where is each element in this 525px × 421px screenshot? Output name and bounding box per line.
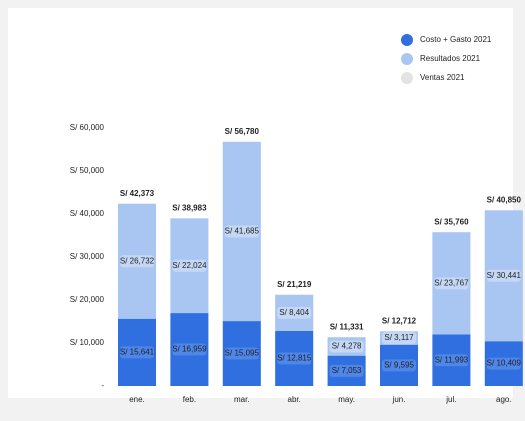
label-box — [434, 277, 469, 290]
segment-label: S/ 23,767 — [434, 278, 469, 287]
label-box — [172, 343, 207, 356]
segment-label: S/ 10,409 — [487, 359, 522, 368]
legend-swatch — [401, 72, 413, 84]
segment-label: S/ 22,024 — [172, 261, 207, 270]
y-tick-label: S/ 20,000 — [70, 295, 105, 304]
total-label: S/ 38,983 — [172, 203, 207, 212]
segment-label: S/ 11,993 — [435, 355, 469, 364]
segment-label: S/ 9,595 — [384, 360, 414, 369]
legend-label: Costo + Gasto 2021 — [420, 35, 492, 44]
label-box — [486, 357, 521, 370]
y-tick-label: S/ 10,000 — [70, 338, 105, 347]
y-tick-label: S/ 30,000 — [70, 252, 105, 261]
x-tick-label: may. — [338, 395, 355, 404]
total-label: S/ 42,373 — [120, 189, 155, 198]
label-box — [120, 255, 154, 268]
y-tick-label: S/ 50,000 — [70, 166, 105, 175]
segment-label: S/ 3,117 — [384, 333, 414, 342]
label-box — [224, 225, 259, 238]
label-box — [172, 259, 207, 272]
label-box — [277, 306, 312, 319]
total-label: S/ 56,780 — [225, 127, 260, 136]
label-box — [120, 346, 154, 359]
total-label: S/ 35,760 — [434, 217, 469, 226]
label-box — [434, 354, 469, 367]
segment-label: S/ 30,441 — [487, 271, 522, 280]
segment-label: S/ 12,815 — [277, 354, 312, 363]
legend-swatch — [401, 34, 413, 46]
legend-label: Ventas 2021 — [420, 73, 465, 82]
segment-label: S/ 7,053 — [332, 366, 362, 375]
segment-label: S/ 4,278 — [332, 342, 362, 351]
total-label: S/ 21,219 — [277, 280, 312, 289]
x-tick-label: ene. — [129, 395, 145, 404]
segment-label: S/ 15,095 — [225, 349, 260, 358]
y-tick-label: - — [101, 381, 104, 390]
segment-label: S/ 41,685 — [225, 227, 260, 236]
x-tick-label: mar. — [234, 395, 250, 404]
x-tick-label: abr. — [288, 395, 301, 404]
y-tick-label: S/ 40,000 — [70, 209, 105, 218]
segment-label: S/ 15,641 — [120, 347, 155, 356]
segment-label: S/ 16,959 — [172, 345, 207, 354]
label-box — [329, 364, 364, 377]
x-tick-label: ago. — [496, 395, 512, 404]
x-tick-label: feb. — [183, 395, 196, 404]
label-box — [382, 332, 416, 345]
segment-label: S/ 8,404 — [279, 308, 309, 317]
label-box — [382, 359, 416, 372]
label-box — [277, 352, 312, 365]
label-box — [329, 340, 364, 353]
legend-swatch — [401, 53, 413, 65]
segment-label: S/ 26,732 — [120, 256, 155, 265]
total-label: S/ 11,331 — [330, 322, 364, 331]
x-tick-label: jul. — [445, 395, 456, 404]
y-tick-label: S/ 60,000 — [70, 123, 105, 132]
legend-label: Resultados 2021 — [420, 54, 481, 63]
label-box — [486, 269, 521, 282]
label-box — [224, 347, 259, 360]
total-label: S/ 40,850 — [487, 195, 522, 204]
x-tick-label: jun. — [392, 395, 406, 404]
total-label: S/ 12,712 — [382, 316, 417, 325]
